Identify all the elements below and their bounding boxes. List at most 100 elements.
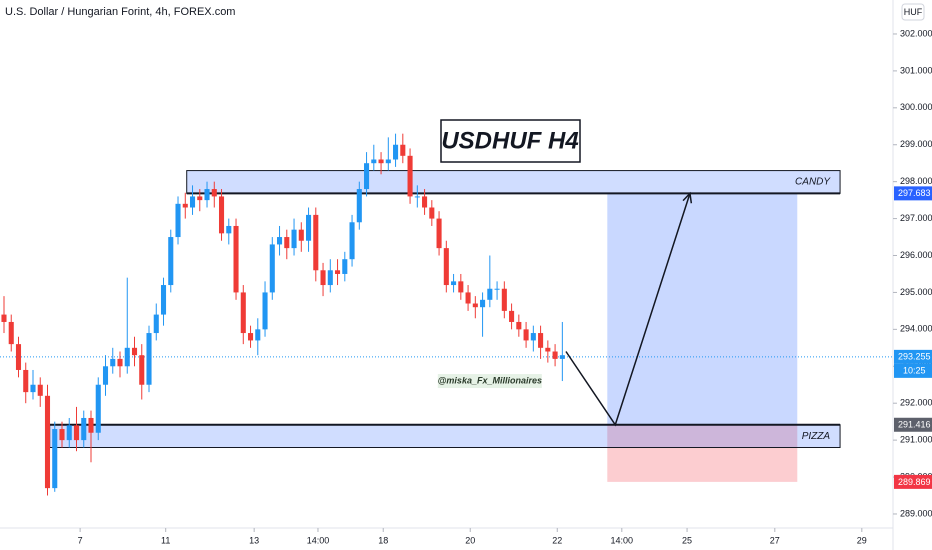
- x-tick-label: 27: [770, 535, 780, 545]
- candle-body: [523, 329, 529, 341]
- candle-body: [1, 314, 7, 322]
- candle-body: [335, 270, 341, 274]
- price-label-bg: [894, 417, 932, 432]
- target-area: [607, 193, 798, 425]
- x-tick-label: 14:00: [307, 535, 330, 545]
- candle-body: [59, 429, 65, 441]
- y-tick-label: 292.000: [900, 398, 932, 408]
- candle-body: [277, 237, 283, 245]
- y-tick-label: 300.000: [900, 102, 932, 112]
- candle-body: [400, 144, 406, 156]
- candle-body: [378, 159, 384, 164]
- watermark: @miska_Fx_Millionaires: [438, 375, 542, 385]
- candle-body: [291, 229, 297, 249]
- candle-body: [364, 163, 370, 190]
- candle-body: [66, 425, 72, 441]
- candle-body: [494, 288, 500, 290]
- candle-body: [160, 285, 167, 315]
- candle-body: [95, 384, 101, 433]
- y-tick-label: 301.000: [900, 65, 932, 75]
- candle-body: [538, 333, 544, 348]
- price-label-bg: [894, 186, 932, 201]
- candle-body: [211, 189, 217, 197]
- candle-body: [218, 196, 225, 234]
- arrow-path: [565, 193, 691, 427]
- heading: USDHUF H4: [441, 127, 578, 154]
- y-tick-label: 296.000: [900, 250, 932, 260]
- candle-body: [436, 218, 442, 249]
- candle-body: [451, 281, 457, 286]
- candle-body: [480, 299, 486, 308]
- candle-body: [320, 270, 326, 286]
- stop-area: [607, 424, 798, 482]
- candle-body: [385, 159, 391, 164]
- plot: CANDY PIZZA @miska_Fx_Millionaires: [0, 133, 893, 496]
- y-tick-label: 295.000: [900, 287, 932, 297]
- candle-body: [516, 321, 522, 330]
- candle-body: [30, 384, 36, 393]
- price-label: 293.255: [898, 352, 931, 362]
- candle-body: [117, 358, 123, 367]
- y-tick-label: 299.000: [900, 139, 932, 149]
- candle-body: [298, 229, 304, 241]
- candle-body: [197, 196, 203, 201]
- zone-label: CANDY: [795, 177, 831, 188]
- candle-body: [146, 333, 152, 385]
- candle-body: [240, 292, 246, 334]
- candle-body: [204, 189, 210, 201]
- x-tick-label: 13: [249, 535, 259, 545]
- candle-body: [393, 144, 399, 160]
- zone: [49, 424, 841, 449]
- price-label: 289.869: [898, 477, 931, 487]
- candle-body: [88, 417, 94, 433]
- candle-body: [153, 314, 159, 334]
- candle-body: [226, 225, 232, 234]
- candle-body: [81, 417, 87, 441]
- candle-body: [414, 196, 420, 198]
- zone-label: PIZZA: [802, 431, 831, 442]
- candle-body: [530, 333, 536, 341]
- candle-body: [15, 344, 22, 370]
- currency-box[interactable]: [901, 3, 925, 21]
- y-tick-label: 291.000: [900, 434, 932, 444]
- x-tick-label: 20: [465, 535, 475, 545]
- candle-body: [342, 259, 348, 274]
- candle-body: [284, 237, 290, 249]
- candle-body: [443, 248, 449, 286]
- price-label-bg: [894, 349, 932, 364]
- candle-body: [73, 425, 80, 441]
- candle-body: [52, 429, 58, 489]
- candle-body: [407, 155, 413, 197]
- candle-body: [487, 288, 493, 300]
- candle-body: [189, 196, 196, 208]
- candle-body: [269, 244, 275, 293]
- countdown: 10:25: [903, 366, 926, 376]
- candle-body: [545, 347, 551, 352]
- y-tick-label: 289.000: [900, 508, 932, 518]
- candle-body: [37, 384, 43, 396]
- candle-body: [233, 225, 239, 293]
- price-label: 297.683: [898, 188, 931, 198]
- candle-body: [356, 189, 362, 223]
- candle-body: [23, 369, 29, 393]
- candle-body: [110, 358, 116, 367]
- candle-body: [255, 329, 261, 341]
- x-tick-label: 18: [378, 535, 388, 545]
- currency[interactable]: HUF: [904, 7, 923, 17]
- candle-body: [559, 355, 565, 359]
- candle-body: [168, 237, 174, 286]
- candle-body: [44, 395, 51, 489]
- candle-body: [313, 214, 319, 271]
- x-tick-label: 14:00: [611, 535, 634, 545]
- candle-body: [349, 222, 355, 260]
- zone: [186, 170, 841, 194]
- countdown-bg: [894, 363, 932, 378]
- candle-body: [429, 207, 435, 219]
- candle-body: [465, 292, 471, 304]
- candle-body: [131, 347, 138, 356]
- candle-body: [175, 203, 181, 238]
- candle-body: [8, 321, 14, 345]
- heading-box: [440, 119, 581, 163]
